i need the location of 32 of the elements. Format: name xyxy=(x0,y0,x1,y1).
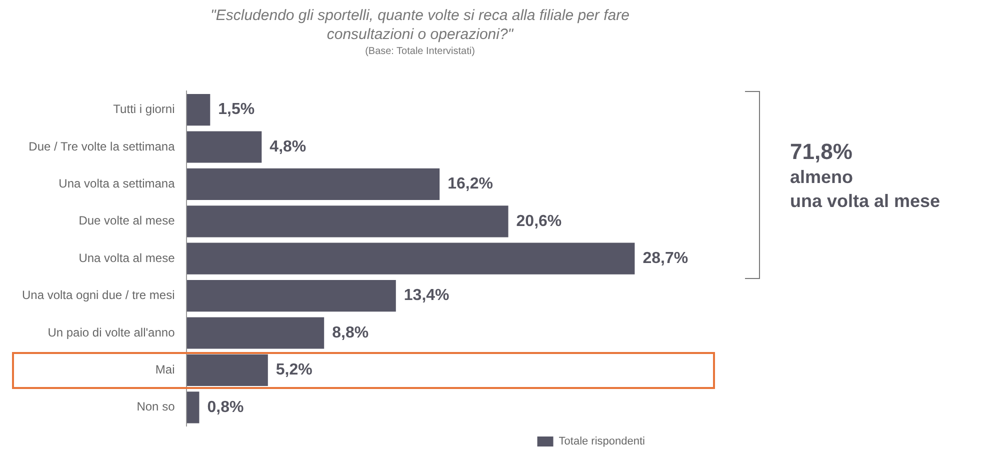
y-tick-label: Tutti i giorni xyxy=(113,102,175,116)
data-label: 5,2% xyxy=(276,362,312,379)
y-tick-label: Due / Tre volte la settimana xyxy=(28,139,176,154)
data-label: 16,2% xyxy=(448,176,493,193)
data-label: 28,7% xyxy=(642,250,688,268)
bar xyxy=(186,168,440,200)
y-tick-label: Una volta a settimana xyxy=(58,176,176,191)
y-tick-label: Una volta al mese xyxy=(78,250,176,265)
data-label: 0,8% xyxy=(207,398,244,416)
data-label: 4,8% xyxy=(270,138,306,156)
bar xyxy=(186,317,324,349)
bar xyxy=(186,242,635,274)
bar xyxy=(186,280,396,312)
chart-subtitle: (Base: Totale Intervistati) xyxy=(364,46,476,57)
bar xyxy=(186,131,262,163)
data-label: 13,4% xyxy=(404,287,450,304)
bar xyxy=(186,94,210,126)
y-tick-label: Un paio di volte all'anno xyxy=(48,325,176,340)
y-tick-label: Due volte al mese xyxy=(78,214,176,228)
bar xyxy=(186,206,508,238)
text: almeno una volta al mese xyxy=(790,166,940,214)
bar xyxy=(186,354,268,386)
text: 71,8% xyxy=(790,139,854,166)
data-label: 1,5% xyxy=(218,101,255,118)
data-label: 8,8% xyxy=(332,324,369,342)
y-tick-label: Mai xyxy=(155,362,175,377)
chart-title: "Escludendo gli sportelli, quante volte si reca alla filiale per fare consultazioni o operazioni?" xyxy=(210,6,630,44)
y-tick-label: Non so xyxy=(136,400,176,414)
bar xyxy=(186,392,200,424)
data-label: 20,6% xyxy=(516,212,562,230)
legend-label: Totale rispondenti xyxy=(558,436,646,448)
y-tick-label: Una volta ogni due / tre mesi xyxy=(22,288,175,302)
